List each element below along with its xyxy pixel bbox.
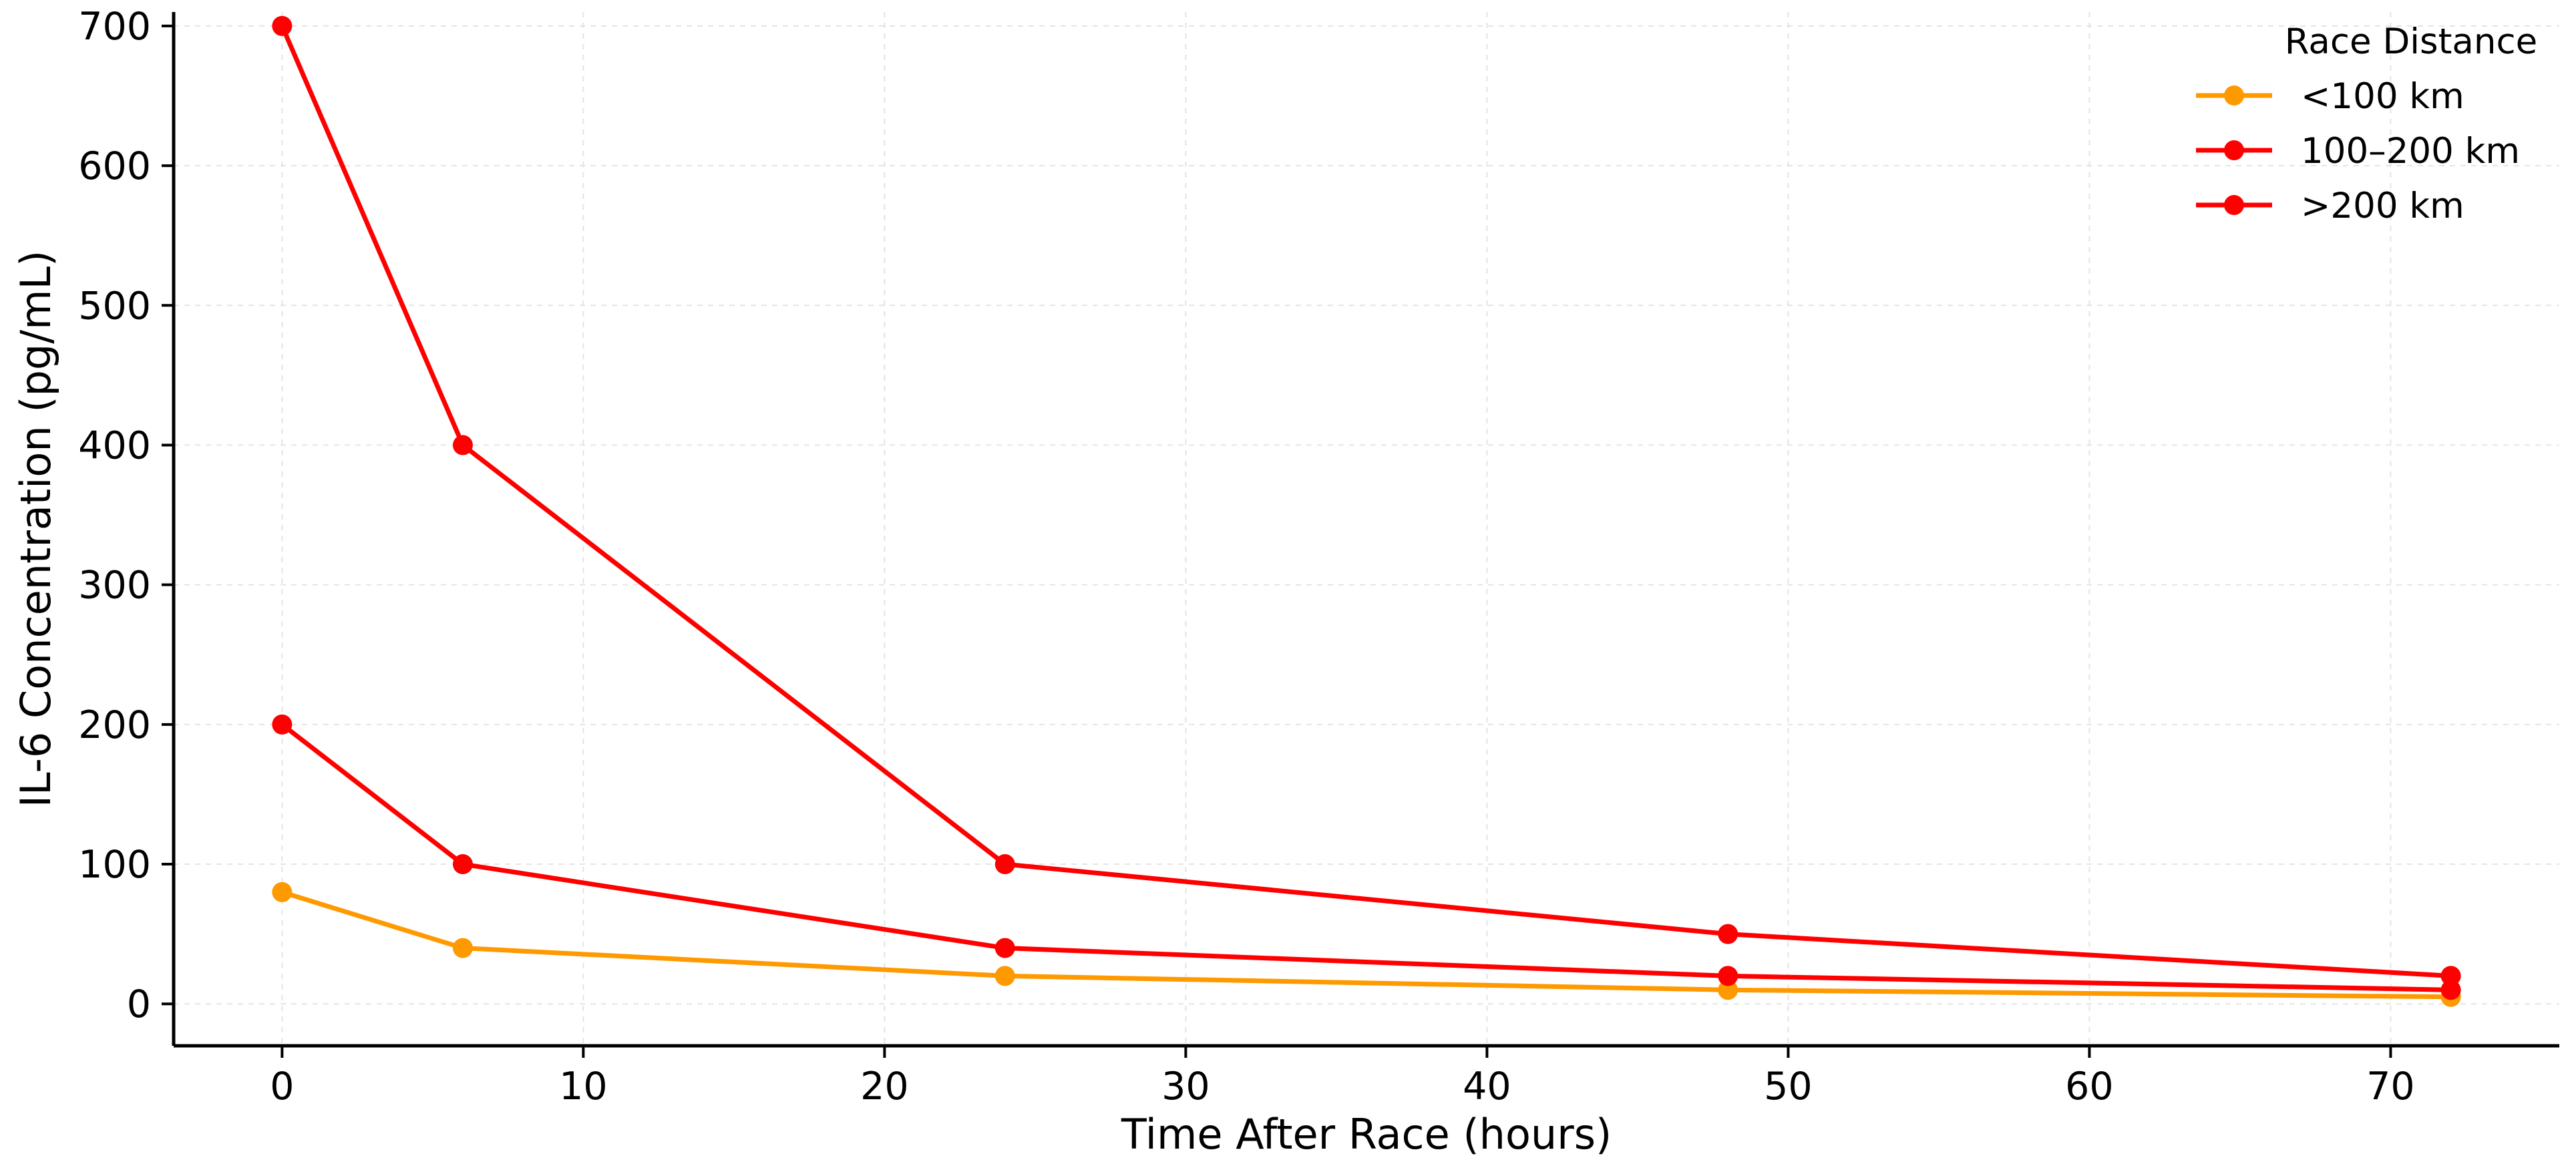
legend-label: 100–200 km (2301, 131, 2520, 172)
data-point (1718, 924, 1738, 944)
y-tick-label: 500 (78, 284, 151, 328)
x-tick-label: 70 (2366, 1064, 2415, 1109)
data-point (2440, 980, 2461, 1000)
legend-item: 100–200 km (2196, 131, 2520, 172)
x-tick-label: 20 (860, 1064, 909, 1109)
y-tick-label: 700 (78, 5, 151, 49)
axes (172, 12, 2559, 1048)
grid (174, 12, 2559, 1046)
legend-label: <100 km (2301, 76, 2464, 117)
series-2 (272, 714, 2461, 1000)
series-3 (272, 15, 2461, 986)
data-point (452, 938, 473, 958)
x-axis-ticks: 0 10 20 30 40 50 60 70 (270, 1046, 2415, 1109)
data-point (994, 854, 1015, 875)
data-point (272, 15, 293, 36)
legend-title: Race Distance (2285, 21, 2537, 62)
legend-swatch-marker (2224, 85, 2244, 106)
data-point (994, 966, 1015, 986)
legend-swatch-marker (2224, 140, 2244, 160)
data-point (272, 882, 293, 902)
y-axis-label: IL-6 Concentration (pg/mL) (11, 250, 60, 808)
data-point (452, 854, 473, 875)
x-tick-label: 40 (1463, 1064, 1511, 1109)
data-point (994, 938, 1015, 958)
y-axis-ticks: 0 100 200 300 400 500 600 700 (78, 5, 174, 1026)
x-tick-label: 0 (270, 1064, 294, 1109)
legend-swatch-marker (2224, 195, 2244, 215)
x-tick-label: 50 (1764, 1064, 1813, 1109)
data-point (452, 435, 473, 455)
y-tick-label: 0 (127, 982, 151, 1026)
y-tick-label: 200 (78, 703, 151, 747)
series-line (279, 722, 2454, 992)
x-tick-label: 10 (559, 1064, 608, 1109)
series-layer (272, 15, 2461, 1007)
x-axis-label: Time After Race (hours) (1121, 1110, 1612, 1159)
x-tick-label: 60 (2065, 1064, 2114, 1109)
x-tick-label: 30 (1161, 1064, 1210, 1109)
legend-item: <100 km (2196, 76, 2464, 117)
data-point (2440, 966, 2461, 986)
legend-item: >200 km (2196, 186, 2464, 226)
y-tick-label: 600 (78, 144, 151, 188)
legend-label: >200 km (2301, 186, 2464, 226)
data-point (1718, 980, 1738, 1000)
y-tick-label: 300 (78, 564, 151, 608)
series-line (279, 23, 2454, 978)
data-point (1718, 966, 1738, 986)
series-line (279, 890, 2454, 1000)
y-tick-label: 100 (78, 843, 151, 887)
legend: Race Distance <100 km 100–200 km >200 km (2196, 21, 2537, 226)
y-tick-label: 400 (78, 423, 151, 467)
data-point (272, 714, 293, 735)
series-1 (272, 882, 2461, 1007)
